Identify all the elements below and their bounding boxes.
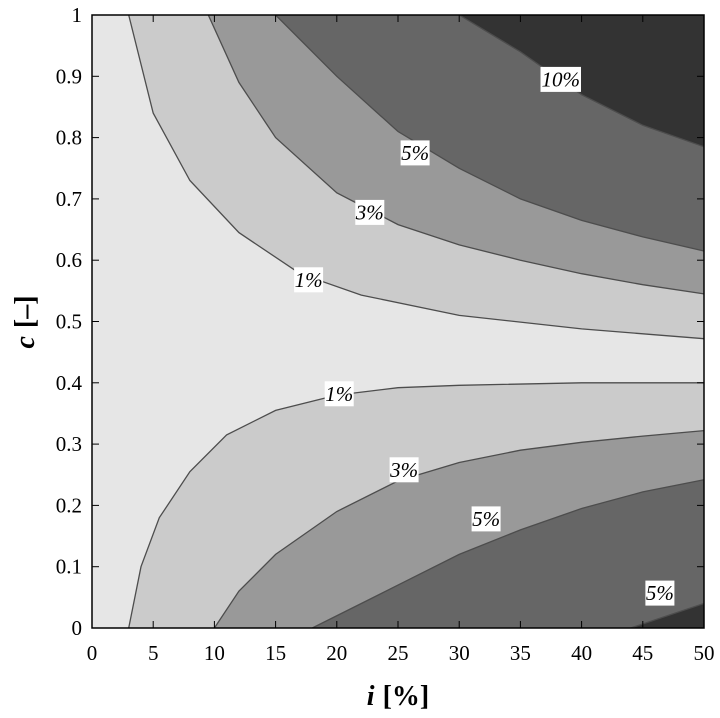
contour-label-text: 1% bbox=[295, 268, 323, 292]
x-tick-label: 45 bbox=[632, 641, 653, 665]
band-upper-10% bbox=[459, 15, 704, 147]
contour-line-upper-3% bbox=[207, 15, 704, 295]
y-tick-label: 0.4 bbox=[56, 371, 83, 395]
contour-label-box bbox=[471, 506, 501, 532]
contour-label-1%: 1% bbox=[294, 267, 324, 293]
y-tick-label: 0.5 bbox=[56, 310, 82, 334]
contour-label-text: 10% bbox=[542, 67, 581, 91]
contour-label-5%: 5% bbox=[400, 140, 430, 166]
contour-line-upper-5% bbox=[275, 15, 704, 252]
contour-label-3%: 3% bbox=[355, 199, 385, 225]
contour-label-text: 1% bbox=[325, 382, 353, 406]
y-axis-variable: c bbox=[10, 336, 41, 349]
y-tick-label: 0.9 bbox=[56, 64, 82, 88]
contour-label-10%: 10% bbox=[540, 66, 581, 92]
contour-line-upper-10% bbox=[458, 15, 704, 148]
contour-label-5%: 5% bbox=[645, 580, 675, 606]
x-tick-label: 35 bbox=[510, 641, 531, 665]
y-axis-unit: [–] bbox=[10, 295, 41, 328]
contour-line-lower-3% bbox=[213, 429, 704, 628]
contour-label-box bbox=[355, 199, 385, 225]
x-tick-label: 20 bbox=[326, 641, 347, 665]
y-tick-label: 0.3 bbox=[56, 432, 82, 456]
y-tick-label: 0.2 bbox=[56, 493, 82, 517]
contour-label-box bbox=[645, 580, 675, 606]
x-tick-label: 30 bbox=[449, 641, 470, 665]
x-axis-unit: [%] bbox=[383, 681, 430, 712]
y-tick-label: 0.6 bbox=[56, 248, 82, 272]
x-tick-label: 0 bbox=[87, 641, 98, 665]
x-tick-label: 40 bbox=[571, 641, 592, 665]
contour-label-box bbox=[540, 66, 581, 92]
contour-label-text: 5% bbox=[401, 141, 429, 165]
contour-label-3%: 3% bbox=[389, 457, 419, 483]
band-lower-5% bbox=[312, 479, 704, 628]
x-tick-label: 15 bbox=[265, 641, 286, 665]
contour-label-box bbox=[294, 267, 324, 293]
x-tick-label: 10 bbox=[204, 641, 225, 665]
contour-bands bbox=[92, 15, 704, 628]
y-tick-label: 1 bbox=[72, 3, 83, 27]
contour-label-box bbox=[389, 457, 419, 483]
x-tick-label: 5 bbox=[148, 641, 159, 665]
contour-label-text: 3% bbox=[389, 458, 418, 482]
contour-label-text: 3% bbox=[355, 200, 384, 224]
contour-line-lower-1% bbox=[128, 382, 704, 628]
x-tick-label: 50 bbox=[694, 641, 715, 665]
contour-label-text: 5% bbox=[646, 581, 674, 605]
y-tick-label: 0.7 bbox=[56, 187, 82, 211]
y-tick-label: 0 bbox=[72, 616, 83, 640]
contour-label-text: 5% bbox=[472, 507, 500, 531]
contour-label-1%: 1% bbox=[324, 381, 354, 407]
axis-ticks: 0 5 10 15 20 25 30 35 40 45 50 0 0.1 0.2 0.3 0.4 0.5 0.6 0… bbox=[56, 3, 715, 665]
y-tick-label: 0.8 bbox=[56, 126, 82, 150]
y-tick-label: 0.1 bbox=[56, 555, 82, 579]
contour-label-5%: 5% bbox=[471, 506, 501, 532]
contour-annotations: 10% 5% 3% 1% 1% 3% 5% 5% bbox=[294, 66, 675, 606]
x-axis-label: i [%] bbox=[367, 681, 429, 712]
x-tick-label: 25 bbox=[388, 641, 409, 665]
contour-label-box bbox=[324, 381, 354, 407]
contour-line-lower-5% bbox=[312, 479, 704, 628]
contour-label-box bbox=[400, 140, 430, 166]
x-axis-variable: i bbox=[367, 681, 375, 712]
y-axis-label: c [–] bbox=[10, 295, 41, 348]
